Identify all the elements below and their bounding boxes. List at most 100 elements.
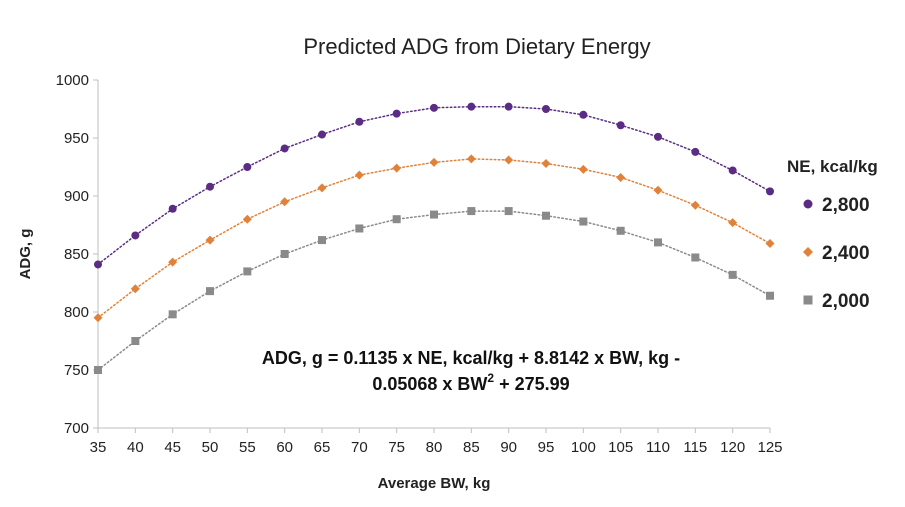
x-tick-label: 65 [314, 439, 331, 456]
x-tick-label: 70 [351, 439, 368, 456]
x-axis-ticks: 35 40 45 50 55 60 65 70 75 80 85 90 95 100 105 110 115 12… [90, 428, 783, 456]
x-tick-label: 55 [239, 439, 256, 456]
trendline-2000 [97, 210, 771, 371]
data-point-2400 [466, 154, 476, 164]
data-point-2800 [131, 231, 140, 240]
trendline-2800 [97, 105, 771, 266]
x-tick-label: 80 [426, 439, 443, 456]
x-tick-label: 90 [500, 439, 517, 456]
legend: NE, kcal/kg 2,800 2,400 2,000 [787, 157, 878, 312]
legend-label: 2,800 [822, 195, 870, 216]
data-point-2800 [243, 163, 252, 171]
equation-superscript: 2 [487, 371, 494, 385]
x-tick-label: 115 [683, 439, 707, 456]
legend-marker-2800 [803, 199, 813, 209]
x-tick-label: 125 [757, 439, 782, 456]
data-point-2800 [168, 204, 177, 213]
equation-line-2-suffix: + 275.99 [494, 374, 570, 394]
data-point-2000 [243, 267, 252, 276]
y-tick-label: 700 [64, 420, 89, 437]
data-point-2000 [206, 287, 214, 296]
data-point-2800 [392, 109, 401, 118]
data-point-2800 [542, 105, 550, 113]
data-point-2400 [429, 157, 439, 167]
data-point-2400 [728, 218, 738, 228]
data-point-2800 [318, 130, 326, 139]
data-point-2400 [765, 239, 775, 249]
equation-annotation: ADG, g = 0.1135 x NE, kcal/kg + 8.8142 x… [262, 348, 680, 394]
data-point-2000 [94, 366, 102, 374]
data-point-2400 [168, 257, 178, 267]
data-point-2000 [318, 236, 326, 245]
legend-marker-2400 [803, 247, 813, 257]
data-point-2400 [690, 200, 700, 210]
data-point-2000 [355, 224, 364, 233]
data-point-2400 [93, 313, 103, 323]
data-point-2400 [354, 170, 364, 180]
data-point-2000 [728, 270, 737, 279]
data-point-2800 [504, 102, 513, 111]
y-tick-label: 850 [64, 246, 89, 263]
legend-items: 2,800 2,400 2,000 [803, 195, 870, 312]
data-point-2800 [728, 166, 737, 175]
equation-line-2-prefix: 0.05068 x BW [372, 374, 487, 394]
data-point-2800 [616, 121, 625, 130]
x-tick-label: 100 [571, 439, 596, 456]
data-point-2000 [766, 291, 774, 300]
data-point-2000 [504, 207, 513, 216]
x-tick-label: 50 [202, 439, 219, 456]
plot-area: 700 750 800 850 900 950 1000 35 40 45 50 55 60 65 70 7… [56, 72, 783, 456]
trendline-2400 [97, 158, 771, 319]
data-point-2800 [691, 147, 700, 156]
y-axis-label: ADG, g [17, 229, 34, 280]
data-point-2400 [280, 197, 290, 207]
data-point-2800 [654, 132, 662, 141]
x-tick-label: 110 [646, 439, 670, 456]
data-point-2400 [541, 159, 551, 169]
legend-title: NE, kcal/kg [787, 157, 878, 176]
data-point-2400 [653, 185, 663, 195]
data-point-2000 [467, 207, 476, 216]
data-point-2400 [130, 284, 140, 294]
x-tick-label: 120 [720, 439, 745, 456]
y-tick-label: 800 [64, 304, 89, 321]
data-point-2800 [467, 102, 476, 111]
data-point-2000 [654, 238, 662, 247]
data-point-2800 [579, 110, 588, 119]
data-point-2800 [766, 187, 774, 196]
y-tick-label: 900 [64, 188, 89, 205]
chart-title: Predicted ADG from Dietary Energy [303, 34, 650, 59]
legend-marker-2000 [803, 295, 813, 305]
x-tick-label: 40 [127, 439, 144, 456]
data-point-2000 [280, 250, 289, 258]
data-point-2800 [206, 182, 214, 191]
x-tick-label: 35 [90, 439, 107, 456]
x-tick-label: 85 [463, 439, 480, 456]
data-point-2400 [504, 155, 514, 165]
data-point-2000 [579, 217, 588, 226]
data-point-2000 [542, 211, 550, 220]
data-point-2800 [430, 103, 438, 112]
y-axis-ticks: 700 750 800 850 900 950 1000 [56, 72, 98, 437]
data-point-2400 [242, 214, 252, 224]
data-point-2000 [430, 210, 438, 219]
y-tick-label: 1000 [56, 72, 89, 89]
data-point-2800 [94, 260, 102, 269]
data-point-2000 [131, 337, 140, 345]
data-point-2400 [205, 235, 215, 245]
trendlines [97, 105, 771, 371]
equation-line-2: 0.05068 x BW2 + 275.99 [372, 371, 569, 394]
data-point-2000 [392, 215, 401, 224]
data-point-2800 [355, 117, 364, 126]
data-points [93, 102, 775, 374]
x-tick-label: 95 [538, 439, 555, 456]
equation-line-1: ADG, g = 0.1135 x NE, kcal/kg + 8.8142 x… [262, 348, 680, 368]
legend-label: 2,000 [822, 291, 870, 312]
data-point-2800 [280, 144, 289, 153]
x-axis-label: Average BW, kg [378, 475, 491, 492]
y-tick-label: 950 [64, 130, 89, 147]
data-point-2000 [616, 226, 625, 235]
data-point-2400 [578, 164, 588, 174]
